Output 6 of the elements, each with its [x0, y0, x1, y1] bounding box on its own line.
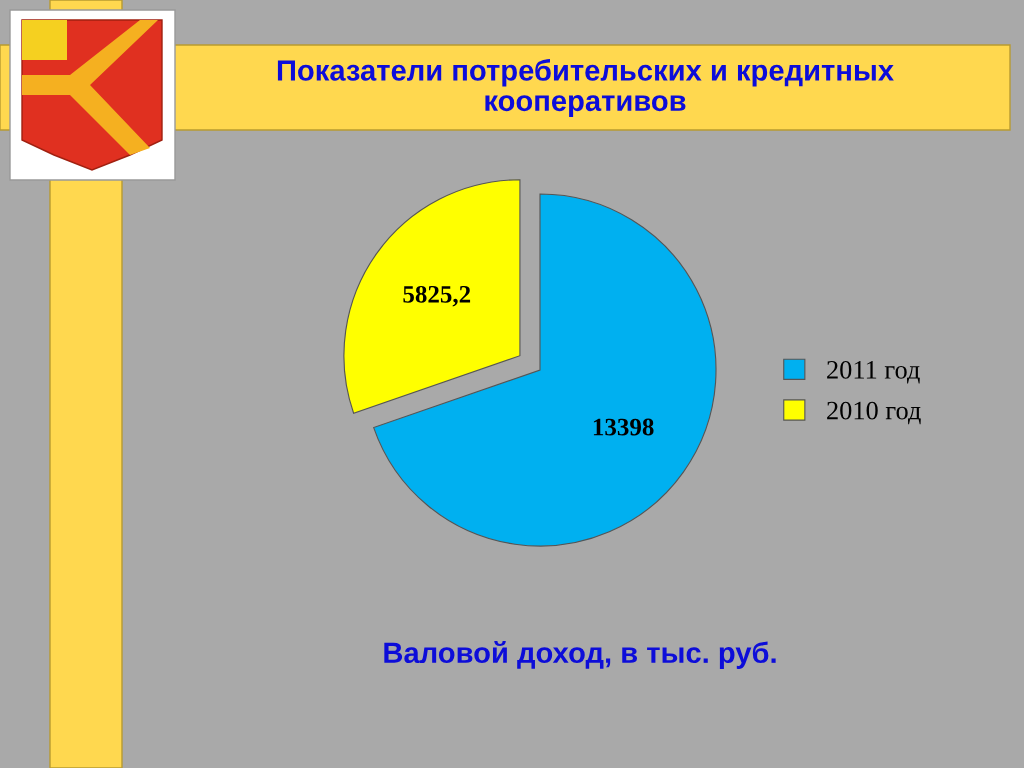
- legend-label: 2010 год: [827, 401, 921, 425]
- data-label: 5825,2: [403, 285, 471, 307]
- chart-title: Показатели потребительских и кредитных кооперативов: [277, 59, 894, 117]
- text: Валовой доход, в тыс. руб.: [384, 641, 776, 669]
- data-label: 13398: [593, 418, 654, 436]
- legend-label: 2011 год: [827, 360, 920, 384]
